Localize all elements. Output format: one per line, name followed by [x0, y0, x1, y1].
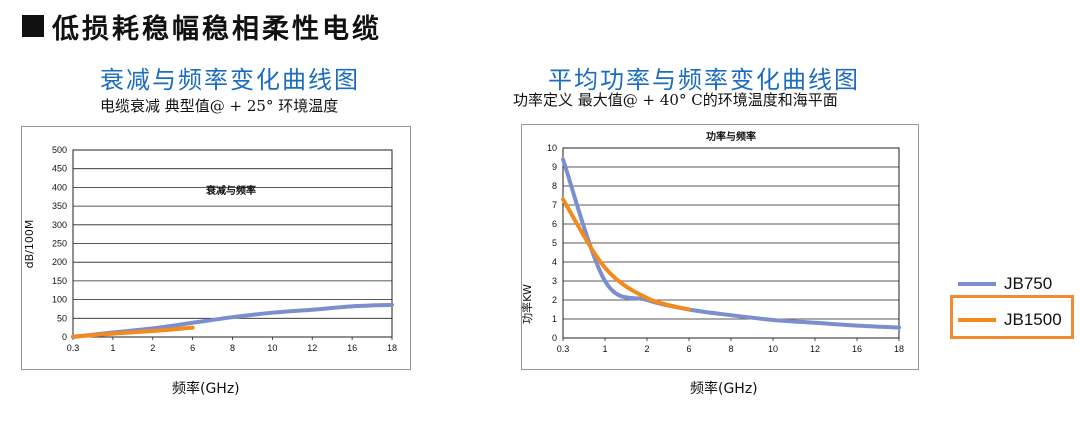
y-tick-label: 2	[552, 295, 557, 305]
y-tick-label: 8	[552, 181, 557, 191]
y-tick-label: 10	[547, 143, 557, 153]
x-tick-label: 1	[110, 343, 115, 353]
y-tick-label: 0	[62, 332, 67, 342]
x-tick-label: 2	[644, 344, 649, 354]
legend-item-jb1500: JB1500	[958, 308, 1062, 332]
legend-label-jb750: JB750	[1004, 274, 1053, 293]
series-line-jb1500	[71, 325, 195, 339]
y-tick-label: 4	[552, 257, 557, 267]
y-tick-label: 300	[52, 220, 67, 230]
y-tick-label: 0	[552, 333, 557, 343]
chart2-page-title: 平均功率与频率变化曲线图	[548, 66, 860, 94]
legend-highlight-box	[950, 295, 1074, 339]
x-tick-label: 10	[768, 344, 778, 354]
heading-text: 低损耗稳幅稳相柔性电缆	[52, 13, 382, 45]
x-tick-label: 2	[150, 343, 155, 353]
chart-frame	[521, 124, 919, 370]
x-tick-label: 0.3	[557, 344, 570, 354]
y-tick-label: 6	[552, 219, 557, 229]
y-tick-label: 150	[52, 276, 67, 286]
x-tick-label: 0.3	[67, 343, 80, 353]
chart1-subtitle: 电缆衰减 典型值@ + 25° 环境温度	[100, 97, 339, 115]
y-tick-label: 350	[52, 201, 67, 211]
y-tick-label: 250	[52, 239, 67, 249]
y-tick-label: 450	[52, 164, 67, 174]
x-tick-label: 6	[190, 343, 195, 353]
chart2-subtitle: 功率定义 最大值@ + 40° C的环境温度和海平面	[513, 91, 838, 109]
y-tick-label: 7	[552, 200, 557, 210]
x-tick-label: 12	[307, 343, 317, 353]
x-tick-label: 18	[387, 343, 397, 353]
y-tick-label: 400	[52, 182, 67, 192]
x-tick-label: 6	[686, 344, 691, 354]
x-tick-label: 1	[602, 344, 607, 354]
x-tick-label: 16	[347, 343, 357, 353]
chart-inner-title: 衰减与频率	[205, 184, 256, 197]
chart2-xlabel: 频率(GHz)	[690, 381, 758, 397]
chart1-xlabel: 频率(GHz)	[172, 381, 240, 397]
legend-swatch-jb1500	[958, 318, 996, 322]
x-tick-label: 18	[894, 344, 904, 354]
y-tick-label: 5	[552, 238, 557, 248]
y-tick-label: 200	[52, 257, 67, 267]
y-tick-label: 100	[52, 295, 67, 305]
legend-label-jb1500: JB1500	[1004, 310, 1062, 329]
chart-frame	[21, 126, 411, 370]
y-tick-label: 1	[552, 314, 557, 324]
x-tick-label: 16	[852, 344, 862, 354]
chart1-page-title: 衰减与频率变化曲线图	[100, 66, 360, 94]
y-axis-label: 功率KW	[521, 284, 534, 324]
x-tick-label: 8	[728, 344, 733, 354]
x-tick-label: 10	[267, 343, 277, 353]
legend-swatch-jb750	[958, 282, 996, 286]
heading-square-icon	[22, 15, 44, 37]
y-axis-label: dB/100M	[23, 220, 36, 269]
legend-item-jb750: JB750	[958, 272, 1052, 296]
y-tick-label: 50	[57, 313, 67, 323]
y-tick-label: 500	[52, 145, 67, 155]
x-tick-label: 12	[810, 344, 820, 354]
x-tick-label: 8	[230, 343, 235, 353]
y-tick-label: 3	[552, 276, 557, 286]
series-line-jb750	[561, 157, 901, 330]
chart-inner-title: 功率与频率	[706, 130, 756, 143]
series-line-jb1500	[561, 197, 691, 312]
page-heading: 低损耗稳幅稳相柔性电缆	[22, 6, 382, 46]
y-tick-label: 9	[552, 162, 557, 172]
